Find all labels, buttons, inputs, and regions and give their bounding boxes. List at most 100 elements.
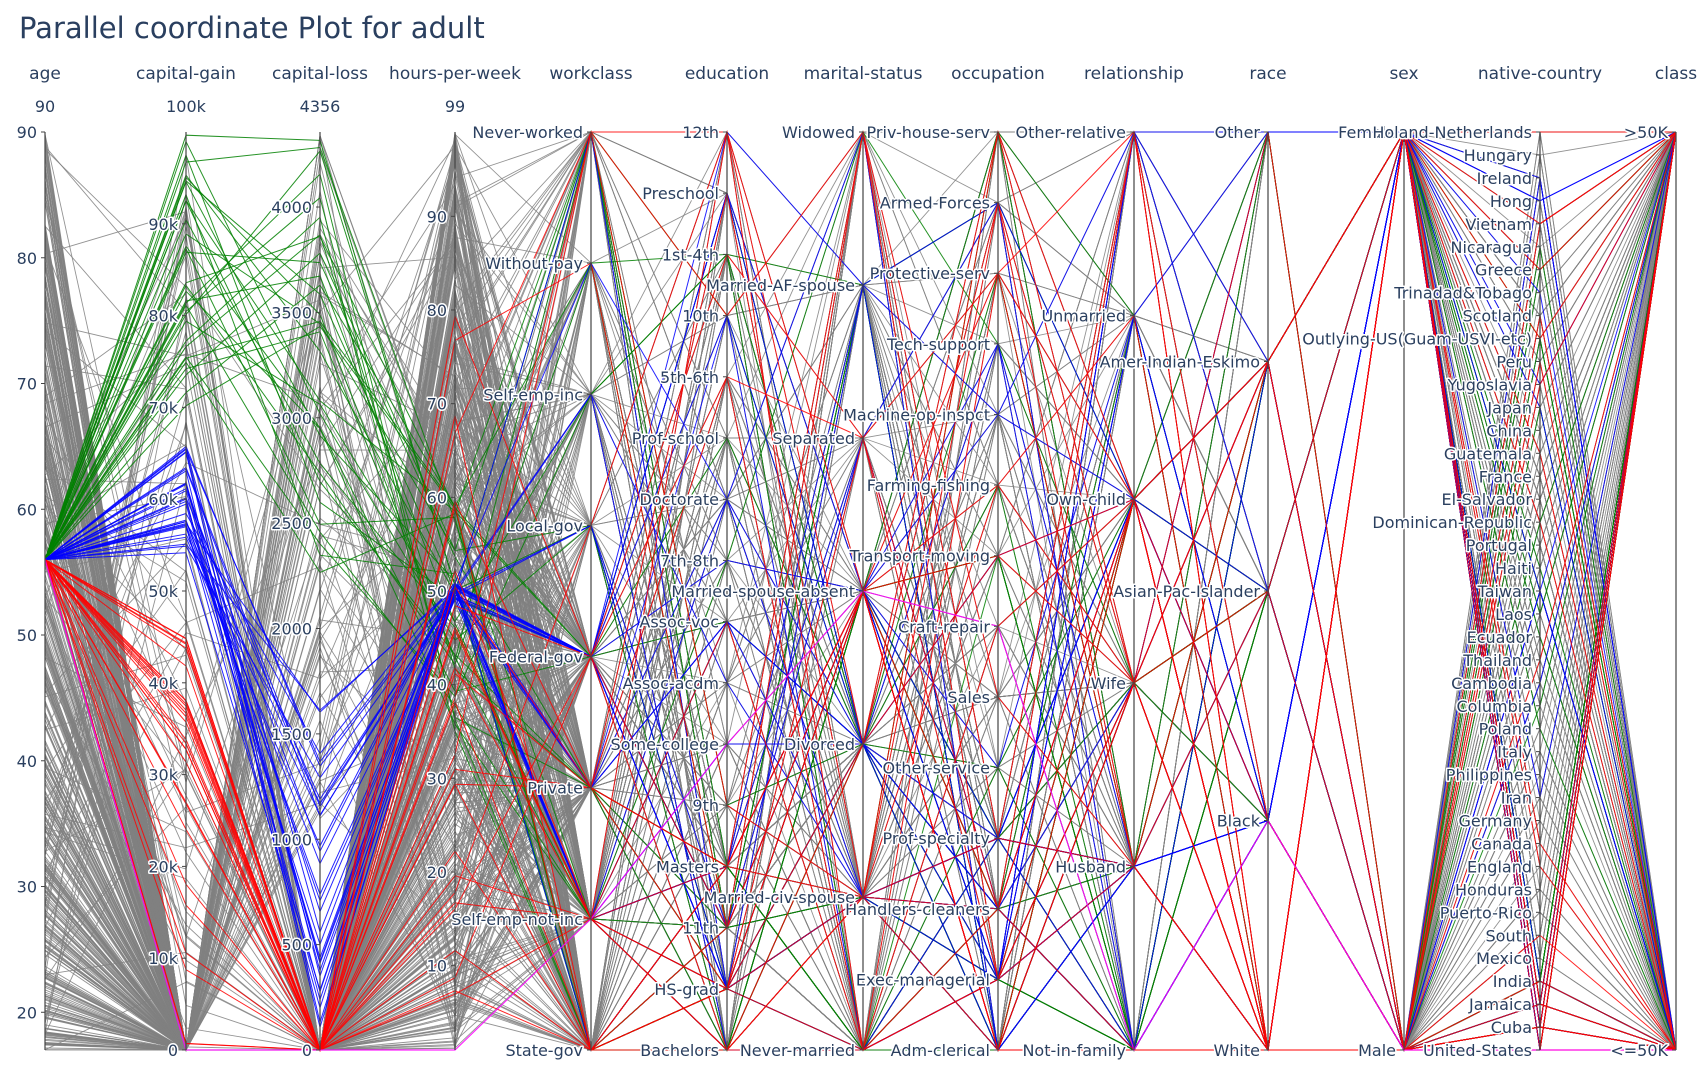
category-label: 7th-8th bbox=[660, 551, 719, 570]
axis-title: marital-status bbox=[804, 64, 923, 84]
category-label: Never-worked bbox=[472, 123, 583, 142]
category-label: Married-AF-spouse bbox=[706, 276, 855, 295]
axis-hours-per-week: hours-per-week 99 10 20 30 40 50 60 70 80 90 bbox=[388, 63, 523, 1050]
category-label: Laos bbox=[1495, 605, 1532, 624]
tick-label: 60 bbox=[17, 500, 37, 519]
category-label: Iran bbox=[1501, 789, 1532, 808]
axis-education: education Bachelors HS-grad 11th Masters 9th S… bbox=[609, 63, 771, 1062]
category-label: Never-married bbox=[740, 1041, 855, 1060]
category-label: Puerto-Rico bbox=[1440, 903, 1532, 922]
category-label: England bbox=[1467, 857, 1532, 876]
category-label: Philippines bbox=[1446, 766, 1532, 785]
category-label: Hungary bbox=[1464, 146, 1532, 165]
category-label: 1st-4th bbox=[662, 245, 719, 264]
category-label: Dominican-Republic bbox=[1372, 513, 1532, 532]
tick-label: 20k bbox=[148, 857, 178, 876]
tick-label: 500 bbox=[281, 936, 312, 955]
category-label: Other-service bbox=[883, 759, 991, 778]
category-label: 12th bbox=[682, 123, 719, 142]
category-label: White bbox=[1213, 1041, 1260, 1060]
category-label: Priv-house-serv bbox=[867, 123, 990, 142]
category-label: Female bbox=[1338, 123, 1396, 142]
axis-title: capital-loss bbox=[272, 64, 368, 84]
category-label: 9th bbox=[692, 796, 719, 815]
category-label: >50K bbox=[1624, 123, 1669, 142]
category-label: Own-child bbox=[1046, 490, 1126, 509]
axis-age: age 90 20 30 40 50 60 70 80 90 bbox=[15, 63, 62, 1050]
category-label: Husband bbox=[1055, 857, 1126, 876]
category-label: China bbox=[1486, 421, 1532, 440]
category-label: Greece bbox=[1475, 261, 1532, 280]
category-label: Ireland bbox=[1477, 169, 1532, 188]
category-label: India bbox=[1493, 972, 1532, 991]
category-label: Handlers-cleaners bbox=[845, 900, 990, 919]
axis-range-label: 100k bbox=[166, 97, 207, 116]
category-label: Cambodia bbox=[1451, 674, 1532, 693]
category-label: Assoc-voc bbox=[639, 613, 719, 632]
axis-occupation: occupation Adm-clerical Exec-managerial Han… bbox=[842, 63, 1047, 1062]
category-label: Farming-fishing bbox=[867, 476, 990, 495]
category-label: Germany bbox=[1458, 812, 1532, 831]
category-label: Canada bbox=[1471, 834, 1532, 853]
axis-title: relationship bbox=[1084, 64, 1184, 84]
category-label: Prof-school bbox=[632, 429, 719, 448]
category-label: Thailand bbox=[1462, 651, 1532, 670]
category-label: Peru bbox=[1496, 353, 1532, 372]
tick-label: 2500 bbox=[271, 514, 312, 533]
category-label: Sales bbox=[947, 688, 990, 707]
category-label: Jamaica bbox=[1468, 995, 1532, 1014]
axis-range-label: 90 bbox=[35, 97, 55, 116]
tick-label: 0 bbox=[168, 1041, 178, 1060]
category-label: Japan bbox=[1486, 398, 1532, 417]
category-label: Local-gov bbox=[506, 516, 583, 535]
tick-label: 90 bbox=[17, 123, 37, 142]
category-label: Adm-clerical bbox=[891, 1041, 990, 1060]
category-label: Federal-gov bbox=[489, 648, 583, 667]
tick-label: 1500 bbox=[271, 725, 312, 744]
tick-label: 30k bbox=[148, 766, 178, 785]
category-label: 11th bbox=[682, 919, 719, 938]
category-label: Italy bbox=[1497, 743, 1532, 762]
tick-label: 70 bbox=[17, 375, 37, 394]
category-label: Cuba bbox=[1491, 1018, 1532, 1037]
category-label: Divorced bbox=[784, 735, 855, 754]
category-label: Unmarried bbox=[1041, 307, 1126, 326]
tick-label: 40 bbox=[427, 676, 447, 695]
axis-title: education bbox=[685, 64, 769, 84]
category-label: Other-relative bbox=[1015, 123, 1126, 142]
axis-sex: sex Male Female bbox=[1337, 63, 1420, 1062]
category-label: Other bbox=[1215, 123, 1261, 142]
category-label: Craft-repair bbox=[898, 617, 990, 636]
category-label: Preschool bbox=[642, 184, 719, 203]
tick-label: 3000 bbox=[271, 409, 312, 428]
tick-label: 0 bbox=[302, 1041, 312, 1060]
category-label: Doctorate bbox=[640, 490, 719, 509]
tick-label: 3500 bbox=[271, 303, 312, 322]
axis-title: native-country bbox=[1478, 64, 1602, 84]
category-label: Transport-moving bbox=[849, 547, 990, 566]
axis-title: workclass bbox=[549, 64, 632, 84]
category-label: Mexico bbox=[1476, 949, 1532, 968]
category-label: Scotland bbox=[1462, 307, 1532, 326]
category-label: Some-college bbox=[611, 735, 719, 754]
category-label: Widowed bbox=[782, 123, 855, 142]
axis-title: race bbox=[1249, 64, 1286, 84]
axis-native-country: native-country United-States Cuba Jamaica In… bbox=[1301, 63, 1604, 1062]
category-label: Machine-op-inspct bbox=[843, 405, 990, 424]
category-label: Masters bbox=[656, 857, 719, 876]
category-label: Separated bbox=[772, 429, 855, 448]
category-label: Married-spouse-absent bbox=[671, 582, 855, 601]
category-label: Ecuador bbox=[1467, 628, 1533, 647]
category-label: Guatemala bbox=[1444, 444, 1532, 463]
axis-marital-status: marital-status Never-married Married-civ-s… bbox=[670, 63, 924, 1062]
axis-title: hours-per-week bbox=[389, 64, 521, 84]
tick-label: 70 bbox=[427, 395, 447, 414]
tick-label: 80k bbox=[148, 307, 178, 326]
category-label: Outlying-US(Guam-USVI-etc) bbox=[1302, 330, 1532, 349]
category-label: Asian-Pac-Islander bbox=[1113, 582, 1260, 601]
axis-capital-gain: capital-gain 100k 0 10k 20k 30k 40k 50k 60k 70k 80… bbox=[135, 63, 238, 1062]
tick-label: 20 bbox=[427, 863, 447, 882]
tick-label: 40 bbox=[17, 752, 37, 771]
tick-label: 30 bbox=[17, 878, 37, 897]
